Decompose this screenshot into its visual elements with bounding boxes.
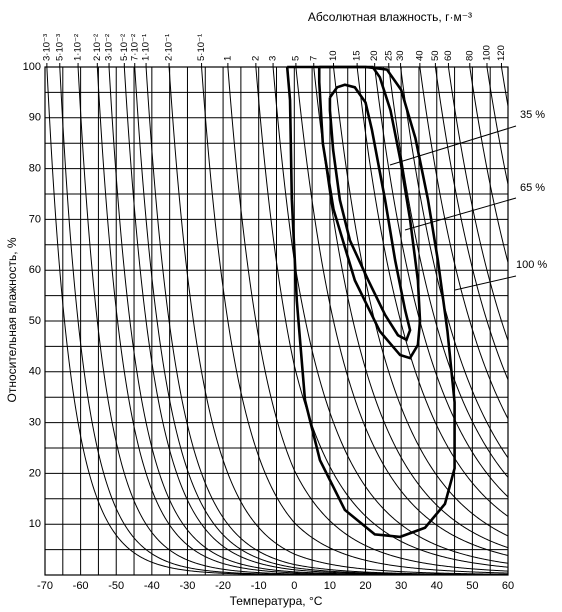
- zone-contour: [317, 65, 422, 360]
- absolute-humidity-isoline: [486, 67, 508, 187]
- y-tick-label: 80: [29, 163, 41, 175]
- x2-tick-label: 3·10⁻³: [41, 34, 52, 61]
- x2-tick-label: 7·10⁻²: [129, 34, 140, 61]
- y-tick-label: 90: [29, 112, 41, 124]
- x-tick-label: -50: [108, 580, 124, 592]
- absolute-humidity-isoline: [272, 67, 508, 564]
- x2-tick-label: 3·10⁻²: [104, 34, 115, 61]
- x2-tick-label: 1: [222, 56, 233, 61]
- absolute-humidity-isoline: [333, 67, 508, 537]
- contour-label: 100 %: [516, 259, 547, 271]
- absolute-humidity-isoline: [227, 67, 508, 572]
- x2-tick-label: 50: [430, 50, 441, 61]
- leader-line: [454, 275, 517, 291]
- x2-tick-label: 120: [496, 45, 507, 61]
- x2-tick-label: 25: [383, 50, 394, 61]
- x2-tick-label: 40: [414, 50, 425, 61]
- y-tick-label: 40: [29, 366, 41, 378]
- y-tick-label: 60: [29, 264, 41, 276]
- x2-tick-label: 10: [328, 50, 339, 61]
- x2-tick-label: 15: [352, 50, 363, 61]
- x2-tick-label: 5: [290, 56, 301, 61]
- x-tick-label: 30: [395, 580, 407, 592]
- absolute-humidity-isoline: [201, 67, 508, 574]
- x2-tick-label: 100: [481, 45, 492, 61]
- leader-line: [389, 125, 517, 166]
- x2-tick-label: 1·10⁻¹: [141, 34, 152, 61]
- x-tick-label: -10: [251, 580, 267, 592]
- zone-contour: [285, 65, 456, 539]
- x2-tick-label: 80: [464, 50, 475, 61]
- y-tick-label: 20: [29, 467, 41, 479]
- y-tick-label: 10: [29, 518, 41, 530]
- y-tick-label: 70: [29, 213, 41, 225]
- x-tick-label: -30: [180, 580, 196, 592]
- x2-tick-label: 30: [395, 50, 406, 61]
- x2-tick-label: 5·10⁻²: [119, 34, 130, 61]
- y-tick-label: 50: [29, 315, 41, 327]
- plot-area: [45, 67, 508, 575]
- absolute-humidity-isoline: [500, 67, 508, 110]
- contour-label: 65 %: [520, 182, 545, 194]
- x-tick-label: -60: [73, 580, 89, 592]
- x-tick-label: -70: [37, 580, 53, 592]
- x-tick-label: 50: [466, 580, 478, 592]
- x2-tick-label: 1·10⁻²: [73, 34, 84, 61]
- absolute-humidity-isoline: [419, 67, 508, 420]
- x-axis-title: Температура, °C: [230, 594, 323, 608]
- x-tick-label: -20: [215, 580, 231, 592]
- x-tick-label: 10: [324, 580, 336, 592]
- absolute-humidity-isoline: [168, 67, 508, 575]
- absolute-humidity-isoline: [145, 67, 508, 575]
- top-axis-title: Абсолютная влажность, г·м⁻³: [308, 10, 472, 24]
- x2-tick-label: 5·10⁻¹: [196, 34, 207, 61]
- absolute-humidity-isoline: [447, 67, 508, 343]
- x2-tick-label: 2: [250, 56, 261, 61]
- x2-tick-label: 60: [443, 50, 454, 61]
- x-tick-label: 40: [431, 580, 443, 592]
- x2-tick-label: 3: [268, 56, 279, 61]
- x2-tick-label: 2·10⁻²: [92, 34, 103, 61]
- zone-contour: [328, 83, 412, 342]
- absolute-humidity-isoline: [295, 67, 508, 556]
- y-tick-label: 30: [29, 417, 41, 429]
- plot-frame: [44, 66, 509, 576]
- x-tick-label: -40: [144, 580, 160, 592]
- y-tick-label: 100: [23, 61, 41, 73]
- y-axis-title: Относительная влажность, %: [5, 237, 19, 402]
- contour-label: 35 %: [520, 109, 545, 121]
- x2-tick-label: 7: [308, 56, 319, 61]
- absolute-humidity-isoline: [313, 67, 508, 549]
- absolute-humidity-isoline: [374, 67, 508, 498]
- leader-line: [404, 197, 517, 231]
- absolute-humidity-isoline: [400, 67, 508, 459]
- x-tick-label: 60: [502, 580, 514, 592]
- absolute-humidity-isoline: [255, 67, 508, 568]
- x2-tick-label: 2·10⁻¹: [164, 34, 175, 61]
- x2-tick-label: 20: [369, 50, 380, 61]
- x-tick-label: 0: [291, 580, 297, 592]
- absolute-humidity-isoline: [469, 67, 508, 265]
- absolute-humidity-isoline: [388, 67, 508, 479]
- x2-tick-label: 5·10⁻³: [54, 34, 65, 61]
- x-tick-label: 20: [359, 580, 371, 592]
- absolute-humidity-isoline: [356, 67, 508, 518]
